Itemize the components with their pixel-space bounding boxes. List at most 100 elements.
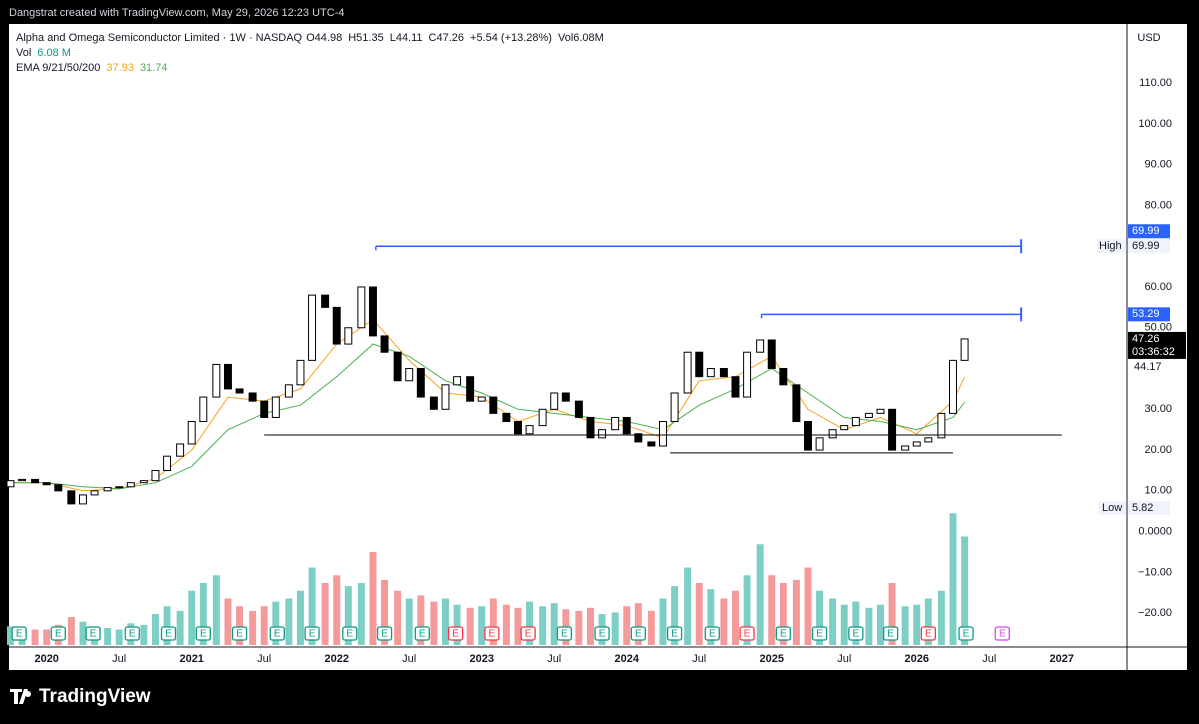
candle-body xyxy=(477,396,486,402)
earnings-marker xyxy=(376,626,393,641)
volume-bar xyxy=(151,614,159,645)
volume-bar xyxy=(684,567,692,645)
candle-body xyxy=(429,396,438,410)
volume-bar xyxy=(829,598,837,645)
candle-body xyxy=(756,339,765,353)
earnings-marker xyxy=(958,626,974,641)
earnings-label: E xyxy=(525,629,532,640)
volume-bar xyxy=(888,583,896,645)
candle-body xyxy=(864,412,873,418)
brand: TradingView xyxy=(10,686,151,707)
candle-body xyxy=(924,437,933,443)
earnings-label: E xyxy=(635,629,642,640)
candle-body xyxy=(912,441,921,447)
x-tick-label: 2026 xyxy=(904,653,928,665)
legend-ohlc: H51.35 xyxy=(348,32,383,44)
candle-body xyxy=(187,421,196,445)
candle-body xyxy=(901,445,910,451)
earnings-label: E xyxy=(925,629,932,640)
earnings-marker xyxy=(11,626,27,641)
earnings-label: E xyxy=(274,629,281,640)
legend-vol-label: Vol xyxy=(16,47,31,59)
earnings-marker xyxy=(520,626,536,641)
volume-bar xyxy=(707,589,715,645)
volume-bar xyxy=(249,610,257,645)
earnings-marker xyxy=(556,626,573,641)
volume-bar xyxy=(877,604,884,645)
candle-body xyxy=(78,494,87,505)
y-tick-label: 10.00 xyxy=(1144,485,1172,497)
candle-body xyxy=(937,412,946,439)
earnings-marker xyxy=(882,626,899,641)
x-tick-label: Jul xyxy=(402,653,416,665)
x-tick-label: 2023 xyxy=(469,653,493,665)
earnings-marker xyxy=(704,626,720,641)
earnings-label: E xyxy=(489,629,496,640)
candle-body xyxy=(139,480,148,484)
candle-body xyxy=(779,368,788,386)
volume-bar xyxy=(901,606,909,645)
x-tick-label: Jul xyxy=(112,653,126,665)
earnings-marker xyxy=(160,626,177,641)
legend-line-3: EMA 9/21/50/200 37.93 31.74 xyxy=(16,62,167,74)
earnings-label: E xyxy=(963,629,970,640)
low-tag-bg xyxy=(1099,500,1126,515)
earnings-marker xyxy=(269,626,285,641)
candle-body xyxy=(489,396,498,414)
candle-body xyxy=(695,351,704,378)
volume-bar xyxy=(296,590,304,645)
candle-body xyxy=(405,368,414,382)
earnings-label: E xyxy=(381,629,388,640)
volume-bar xyxy=(188,590,196,645)
x-tick-label: 2027 xyxy=(1050,653,1074,665)
earnings-label: E xyxy=(561,629,568,640)
candle-body xyxy=(163,455,172,471)
volume-bar xyxy=(140,624,148,645)
earnings-marker xyxy=(994,626,1010,641)
last-price: 47.26 xyxy=(1132,333,1160,345)
volume-bar xyxy=(647,610,655,645)
volume-bar xyxy=(671,586,679,645)
earnings-label: E xyxy=(887,629,894,640)
low-value-bg xyxy=(1128,500,1170,515)
legend-ema-label: EMA 9/21/50/200 xyxy=(16,62,100,74)
legend-line-2: Vol 6.08 M xyxy=(16,47,71,59)
caption: Dangstrat created with TradingView.com, … xyxy=(9,7,344,19)
level-pin xyxy=(1020,307,1023,322)
earnings-label: E xyxy=(744,629,751,640)
candle-body xyxy=(622,416,631,435)
volume-bar xyxy=(478,606,486,645)
volume-bar xyxy=(502,604,510,645)
candle-body xyxy=(586,416,595,439)
volume-bar xyxy=(272,601,280,645)
earnings-label: E xyxy=(419,629,426,640)
candle-body xyxy=(271,396,280,418)
earnings-label: E xyxy=(709,629,716,640)
candle-body xyxy=(731,376,740,398)
candle-body xyxy=(54,484,63,492)
volume-bar xyxy=(344,586,352,645)
candle-body xyxy=(550,392,559,410)
earnings-label: E xyxy=(816,629,823,640)
earnings-marker xyxy=(848,626,864,641)
earnings-label: E xyxy=(853,629,860,640)
earnings-marker xyxy=(775,626,791,641)
earnings-marker xyxy=(195,626,211,641)
volume-bar xyxy=(526,601,534,645)
earnings-marker xyxy=(594,626,610,641)
earnings-marker xyxy=(414,626,430,641)
volume-bar xyxy=(176,610,184,645)
earnings-label: E xyxy=(55,629,62,640)
candle-body xyxy=(368,286,377,337)
earnings-marker xyxy=(666,626,683,641)
legend-symbol: Alpha and Omega Semiconductor Limited · … xyxy=(16,32,303,44)
y-tick-label: 60.00 xyxy=(1144,281,1172,293)
earnings-label: E xyxy=(200,629,207,640)
volume-bar xyxy=(369,552,377,645)
candle-body xyxy=(248,392,257,402)
x-tick-label: 2021 xyxy=(179,653,203,665)
volume-bar xyxy=(285,598,293,645)
legend-ema-value: 37.93 xyxy=(106,62,134,74)
volume-bar xyxy=(115,629,123,645)
level-badge-label: 53.29 xyxy=(1132,308,1160,320)
